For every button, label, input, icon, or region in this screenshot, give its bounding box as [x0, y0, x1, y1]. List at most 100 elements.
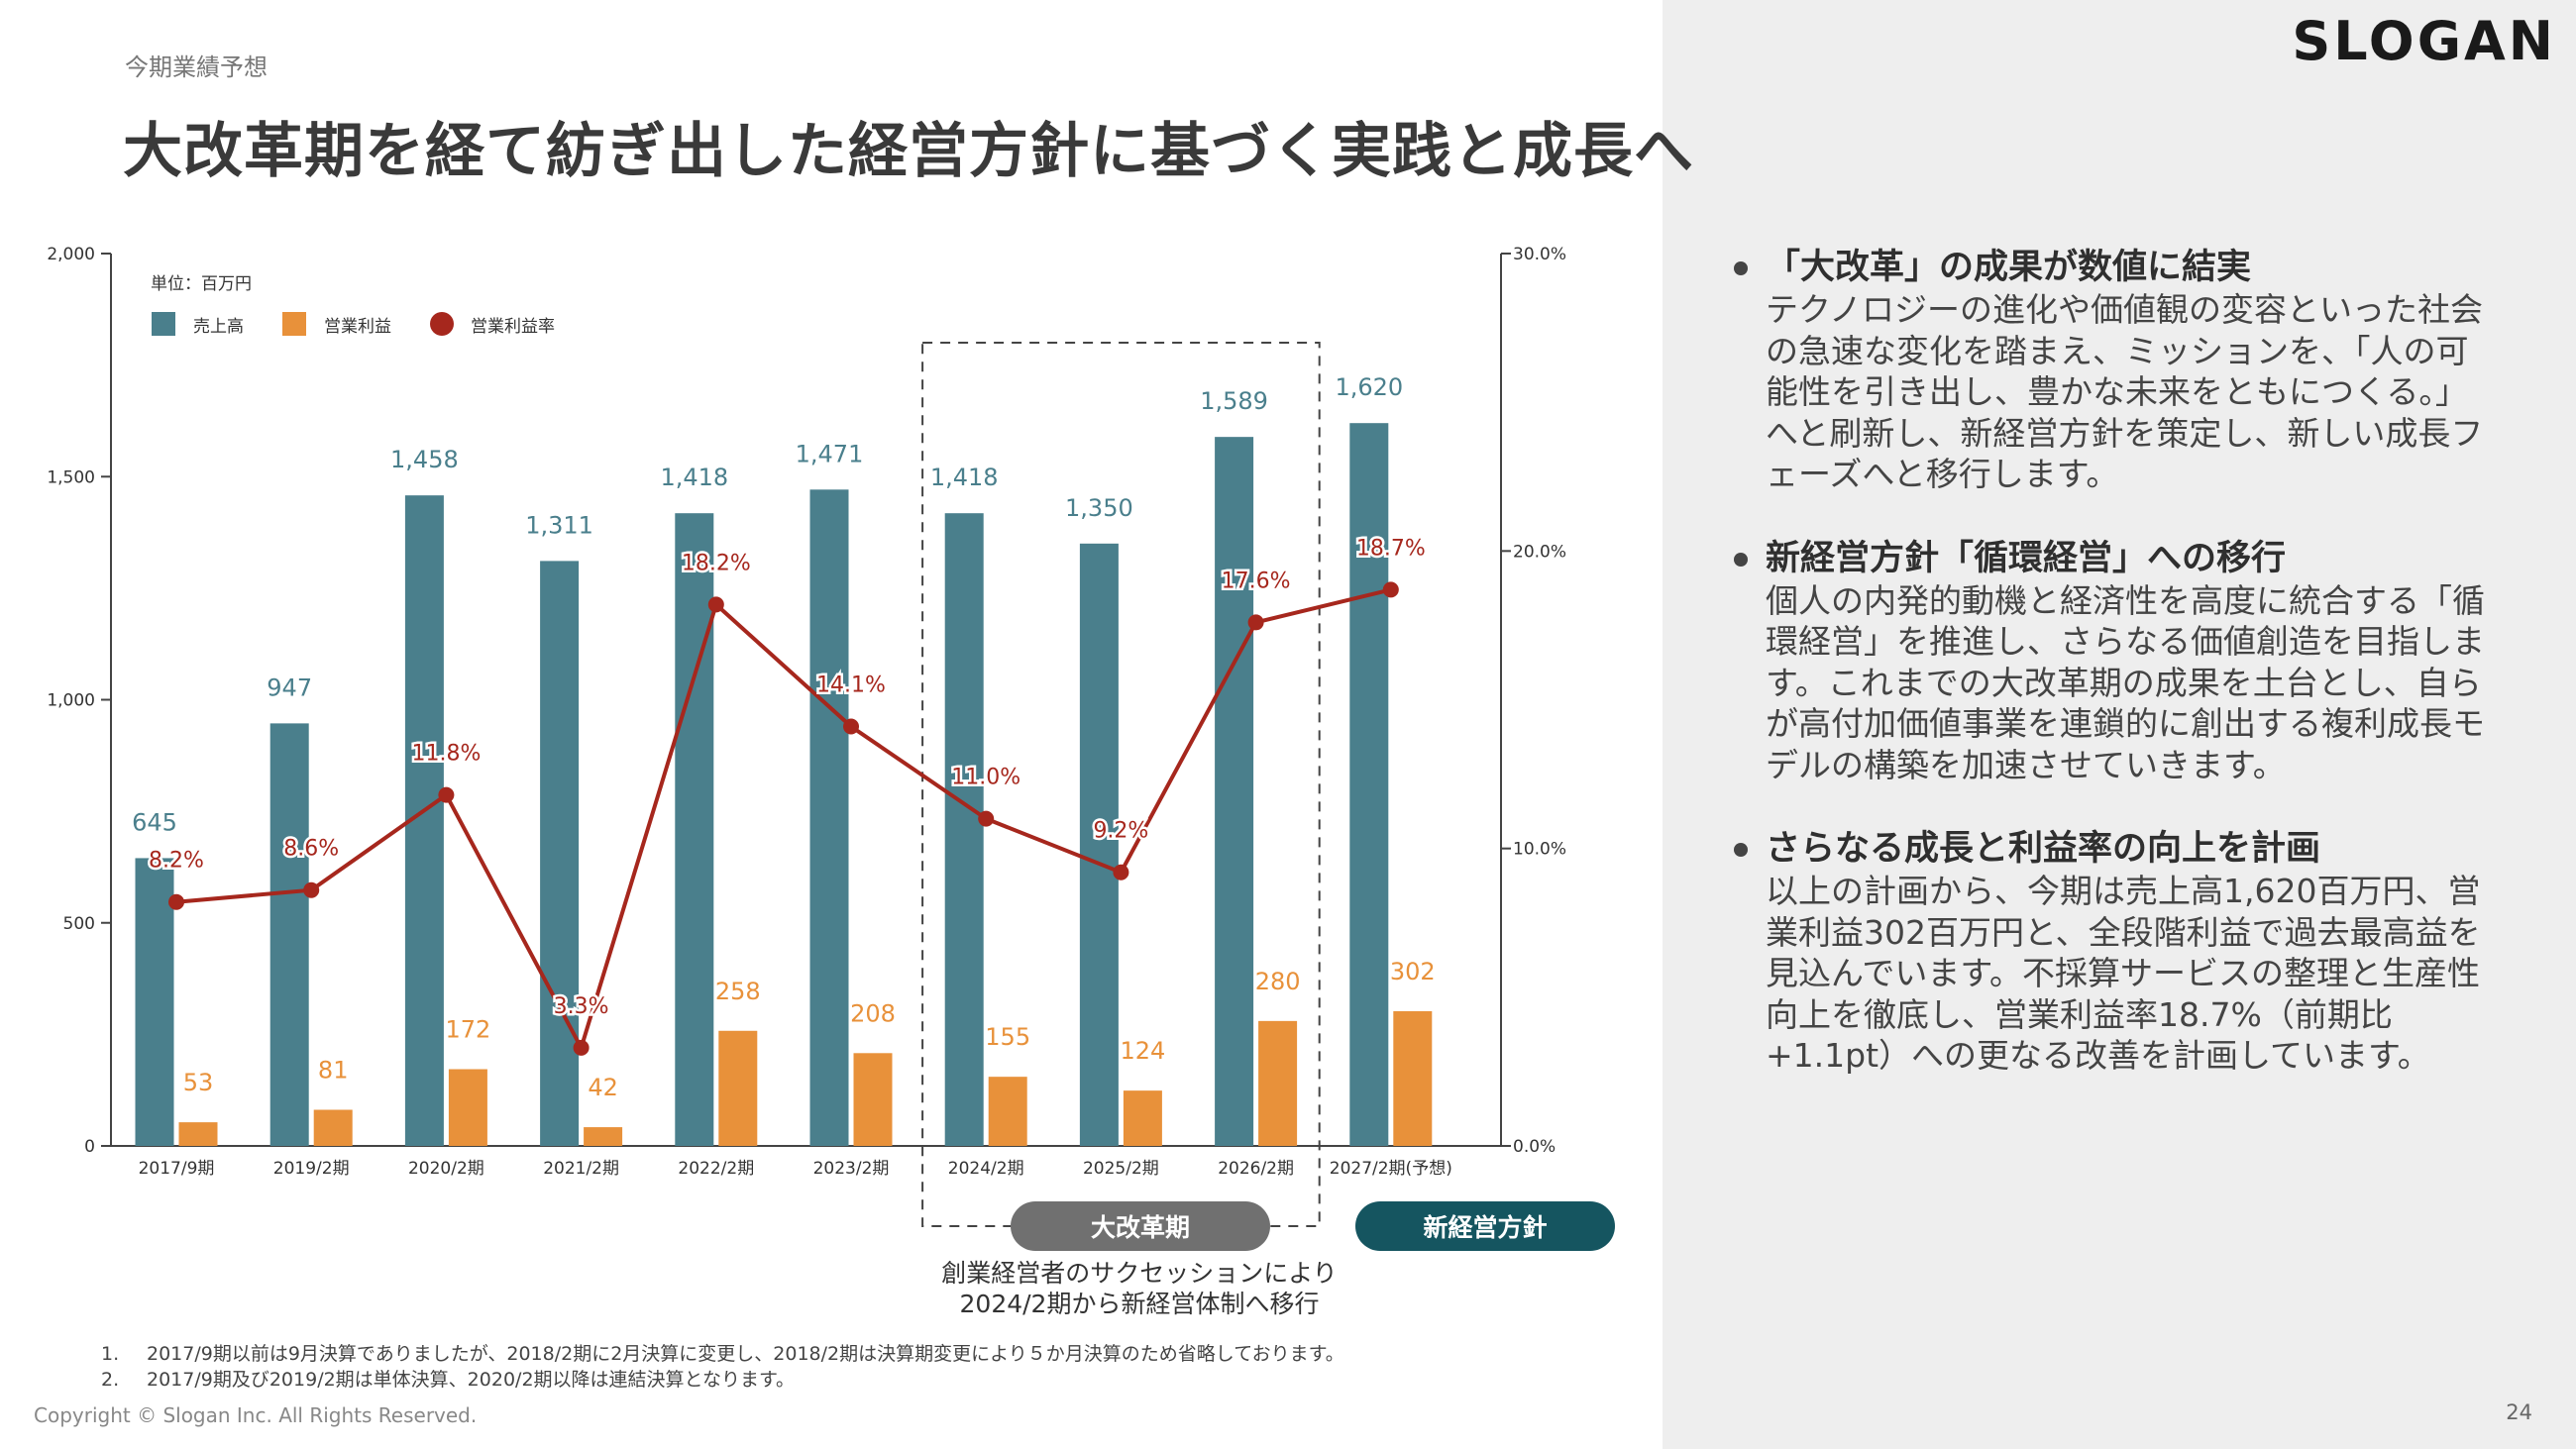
operating-profit-data-label: 208: [850, 999, 896, 1027]
right-panel: [1663, 0, 2576, 1449]
margin-point: [303, 881, 320, 898]
operating-profit-data-label: 42: [588, 1074, 618, 1101]
legend-operating-profit-swatch: [282, 312, 306, 336]
footnote-number: 1.: [101, 1343, 120, 1365]
x-tick-label: 2020/2期: [408, 1159, 484, 1179]
revenue-data-label: 1,418: [660, 464, 728, 491]
margin-data-label: 14.1%: [816, 673, 886, 698]
succession-note-line1: 創業経営者のサクセッションにより: [941, 1259, 1338, 1288]
x-tick-label: 2027/2期(予想): [1330, 1159, 1452, 1179]
margin-data-label: 17.6%: [1222, 569, 1291, 593]
margin-data-label: 8.6%: [283, 837, 339, 862]
revenue-bar: [540, 561, 580, 1146]
succession-note-line2: 2024/2期から新経営体制へ移行: [959, 1290, 1320, 1318]
revenue-bar: [1079, 543, 1119, 1146]
legend-revenue-swatch: [152, 312, 175, 336]
y-left-tick-label: 1,500: [47, 467, 95, 487]
revenue-data-label: 1,471: [796, 440, 864, 467]
revenue-data-label: 1,620: [1335, 373, 1403, 401]
margin-point: [843, 718, 859, 735]
operating-profit-bar: [584, 1127, 623, 1146]
operating-profit-data-label: 81: [318, 1057, 349, 1085]
margin-line: [175, 587, 1392, 1054]
revenue-data-label: 947: [267, 673, 312, 701]
bullet-title: 新経営方針「循環経営」への移行: [1766, 538, 2287, 578]
y-left-tick-label: 0: [84, 1137, 95, 1157]
revenue-data-label: 1,589: [1200, 387, 1268, 415]
bullet-dot-icon: [1734, 843, 1748, 857]
bullet-body: テクノロジーの進化や価値観の変容といった社会の急速な変化を踏まえ、ミッションを、…: [1766, 290, 2484, 493]
operating-profit-bar: [1123, 1090, 1162, 1146]
footnote-text: 2017/9期以前は9月決算でありましたが、2018/2期に2月決算に変更し、2…: [147, 1343, 1344, 1365]
footnote-item: 1. 2017/9期以前は9月決算でありましたが、2018/2期に2月決算に変更し…: [101, 1341, 1344, 1367]
reform-period-badge: 大改革期: [1011, 1201, 1270, 1251]
operating-profit-bar: [313, 1109, 353, 1146]
succession-note: 創業経営者のサクセッションにより 2024/2期から新経営体制へ移行: [892, 1258, 1387, 1319]
operating-profit-data-label: 280: [1255, 968, 1301, 995]
y-right-tick-label: 10.0%: [1513, 840, 1566, 860]
x-tick-label: 2017/9期: [139, 1159, 215, 1179]
operating-profit-bar: [448, 1069, 487, 1146]
legend-margin-swatch: [430, 312, 454, 336]
section-label: 今期業績予想: [125, 53, 268, 81]
margin-point: [1113, 864, 1129, 880]
revenue-bar: [809, 489, 849, 1146]
margin-data-label: 11.0%: [951, 766, 1020, 790]
margin-point: [978, 810, 995, 827]
page-title: 大改革期を経て紡ぎ出した経営方針に基づく実践と成長へ: [123, 117, 1694, 186]
x-tick-label: 2019/2期: [273, 1159, 350, 1179]
revenue-bar: [269, 723, 309, 1146]
operating-profit-bar: [718, 1030, 758, 1146]
operating-profit-data-label: 124: [1120, 1037, 1165, 1065]
y-left-tick-label: 1,000: [47, 691, 95, 711]
page-number: 24: [2506, 1400, 2532, 1424]
revenue-data-label: 1,311: [525, 511, 593, 539]
bullet-body: 以上の計画から、今期は売上高1,620百万円、営業利益302百万円と、全段階利益…: [1766, 872, 2481, 1075]
revenue-bar: [1215, 437, 1254, 1146]
footnote-number: 2.: [101, 1369, 120, 1391]
y-left-tick-label: 500: [63, 914, 95, 934]
x-tick-label: 2025/2期: [1083, 1159, 1159, 1179]
new-policy-badge: 新経営方針: [1355, 1201, 1615, 1251]
bullet-item: 「大改革」の成果が数値に結実 テクノロジーの進化や価値観の変容といった社会の急速…: [1734, 246, 2499, 495]
y-right-tick-label: 0.0%: [1513, 1137, 1556, 1157]
y-left-tick-label: 2,000: [47, 245, 95, 264]
operating-profit-data-label: 172: [445, 1016, 490, 1044]
legend-margin-label: 営業利益率: [471, 317, 555, 337]
margin-data-label: 18.2%: [682, 551, 751, 575]
bullet-list: 「大改革」の成果が数値に結実 テクノロジーの進化や価値観の変容といった社会の急速…: [1734, 246, 2499, 1118]
margin-data-label: 9.2%: [1093, 819, 1148, 844]
operating-profit-bar: [853, 1053, 893, 1146]
bullet-item: 新経営方針「循環経営」への移行 個人の内発的動機と経済性を高度に統合する「循環経…: [1734, 537, 2499, 786]
bullet-body: 個人の内発的動機と経済性を高度に統合する「循環経営」を推進し、さらなる価値創造を…: [1766, 580, 2485, 784]
bullet-title: 「大改革」の成果が数値に結実: [1766, 248, 2252, 287]
margin-point: [438, 786, 455, 803]
revenue-bar: [135, 858, 174, 1146]
reform-period-dashed-box: [921, 342, 1321, 1227]
revenue-data-label: 1,350: [1065, 494, 1133, 522]
margin-data-label: 11.8%: [411, 742, 481, 767]
margin-point: [1247, 614, 1264, 631]
x-tick-label: 2021/2期: [543, 1159, 619, 1179]
operating-profit-bar: [988, 1077, 1027, 1146]
operating-profit-data-label: 302: [1390, 958, 1436, 985]
margin-data-label: 8.2%: [149, 849, 204, 874]
x-tick-label: 2022/2期: [678, 1159, 754, 1179]
legend-revenue-label: 売上高: [193, 317, 244, 337]
x-tick-label: 2023/2期: [813, 1159, 890, 1179]
margin-point: [573, 1039, 590, 1056]
operating-profit-bar: [178, 1122, 218, 1146]
copyright: Copyright © Slogan Inc. All Rights Reser…: [34, 1403, 478, 1427]
revenue-bar: [944, 513, 984, 1146]
operating-profit-data-label: 53: [183, 1069, 214, 1096]
margin-point: [168, 893, 184, 910]
bullet-item: さらなる成長と利益率の向上を計画 以上の計画から、今期は売上高1,620百万円、…: [1734, 827, 2499, 1077]
operating-profit-data-label: 258: [715, 978, 761, 1005]
revenue-bar: [1349, 423, 1389, 1146]
x-tick-label: 2026/2期: [1218, 1159, 1294, 1179]
revenue-data-label: 1,418: [930, 464, 999, 491]
bullet-dot-icon: [1734, 261, 1748, 275]
y-right-tick-label: 20.0%: [1513, 542, 1566, 562]
revenue-data-label: 1,458: [390, 446, 459, 473]
margin-data-label: 18.7%: [1356, 536, 1426, 561]
